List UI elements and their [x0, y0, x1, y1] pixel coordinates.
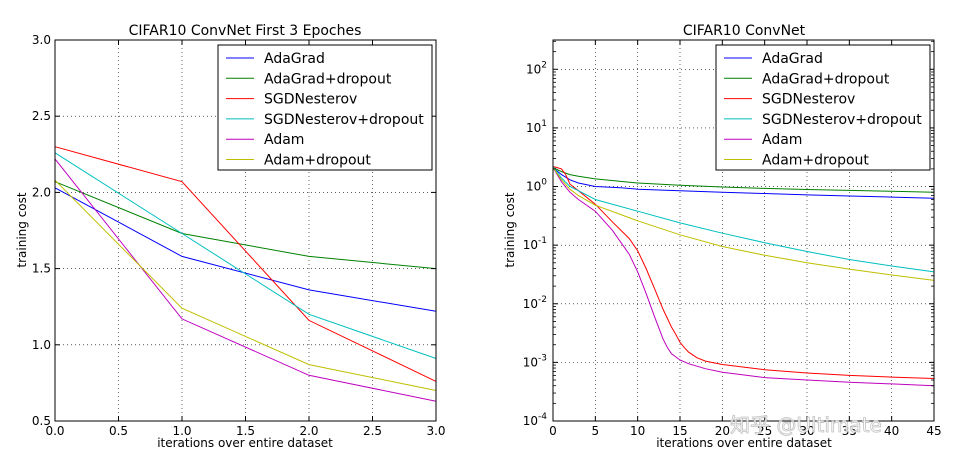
y-tick-label: 0.5 — [32, 414, 51, 428]
x-tick-label: 25 — [757, 424, 772, 438]
y-tick-label: 1.5 — [32, 262, 51, 276]
y-tick-label: 10-4 — [523, 412, 548, 428]
x-tick-label: 2.0 — [299, 424, 318, 438]
x-tick-label: 0.5 — [109, 424, 128, 438]
y-axis-label: training cost — [503, 192, 517, 267]
legend-label: AdaGrad+dropout — [762, 71, 890, 87]
series-line-adagrad — [552, 167, 935, 199]
x-tick-label: 15 — [672, 424, 687, 438]
series-line-sgdnesterov — [54, 146, 437, 382]
x-tick-label: 3.0 — [426, 424, 445, 438]
y-tick-label: 10-1 — [523, 236, 547, 252]
chart-title: CIFAR10 ConvNet First 3 Epoches — [129, 23, 362, 39]
series-line-adam — [552, 167, 935, 387]
legend: AdaGrad AdaGrad+dropout SGDNesterov SGDNest… — [217, 44, 433, 171]
x-axis-label: iterations over entire dataset — [157, 436, 333, 450]
series-lines — [552, 166, 935, 387]
legend-label: Adam — [264, 132, 304, 148]
chart-right: CIFAR10 ConvNet iterations over entire d… — [503, 23, 942, 450]
x-tick-label: 10 — [630, 424, 645, 438]
x-tick-label: 2.5 — [363, 424, 382, 438]
legend-label: AdaGrad+dropout — [264, 71, 392, 87]
series-line-sgdnesterov-dropout — [54, 152, 437, 359]
series-line-adagrad — [54, 187, 437, 312]
y-tick-label: 10-2 — [523, 295, 547, 311]
x-tick-label: 1.0 — [172, 424, 191, 438]
y-tick-label: 101 — [526, 119, 547, 135]
series-lines — [54, 146, 437, 402]
x-tick-label: 40 — [884, 424, 899, 438]
series-line-sgdnesterov — [552, 166, 935, 379]
x-tick-label: 30 — [799, 424, 814, 438]
x-tick-label: 1.5 — [236, 424, 255, 438]
legend-box — [715, 44, 931, 171]
y-tick-label: 100 — [526, 178, 547, 194]
plot-frame — [552, 39, 935, 422]
x-tick-label: 0.0 — [45, 424, 64, 438]
legend-label: Adam+dropout — [264, 153, 371, 169]
legend-label: AdaGrad — [762, 51, 823, 67]
chart-title: CIFAR10 ConvNet — [683, 23, 806, 39]
chart-left: CIFAR10 ConvNet First 3 Epoches iteratio… — [15, 23, 446, 450]
y-tick-label: 2.5 — [32, 109, 51, 123]
series-line-adam — [54, 158, 437, 402]
y-tick-label: 3.0 — [32, 33, 51, 47]
axis-ticks: 0.0 0.5 1.0 1.5 2.0 2.5 3.00.51.01.52.02.53.0 — [32, 33, 446, 438]
x-tick-label: 35 — [842, 424, 857, 438]
y-tick-label: 102 — [526, 60, 547, 76]
legend-label: SGDNesterov — [762, 92, 855, 108]
x-tick-label: 5 — [592, 424, 600, 438]
series-line-adagrad-dropout — [552, 167, 935, 193]
legend: AdaGrad AdaGrad+dropout SGDNesterov SGDNest… — [715, 44, 931, 171]
legend-label: Adam — [762, 132, 802, 148]
x-tick-label: 0 — [549, 424, 557, 438]
y-axis-label: training cost — [15, 192, 29, 267]
x-tick-label: 20 — [715, 424, 730, 438]
legend-label: SGDNesterov — [264, 92, 357, 108]
y-tick-label: 10-3 — [523, 353, 547, 369]
legend-label: SGDNesterov+dropout — [264, 112, 424, 128]
legend-box — [217, 44, 433, 171]
axis-ticks: 0 5 10 15 20 25 30 35 40 45 10-4 10-3 10-2 10-1 100 101… — [523, 40, 942, 438]
x-axis-label: iterations over entire dataset — [656, 436, 832, 450]
series-line-sgdnesterov-dropout — [552, 166, 935, 273]
series-line-adam-dropout — [552, 167, 935, 281]
x-tick-label: 45 — [926, 424, 941, 438]
legend-label: AdaGrad — [264, 51, 325, 67]
series-line-adagrad-dropout — [54, 181, 437, 270]
y-tick-label: 2.0 — [32, 185, 51, 199]
legend-label: Adam+dropout — [762, 153, 869, 169]
y-tick-label: 1.0 — [32, 338, 51, 352]
series-line-adam-dropout — [54, 179, 437, 391]
watermark-text: 知乎 @Ultimate — [730, 413, 882, 437]
legend-label: SGDNesterov+dropout — [762, 112, 922, 128]
